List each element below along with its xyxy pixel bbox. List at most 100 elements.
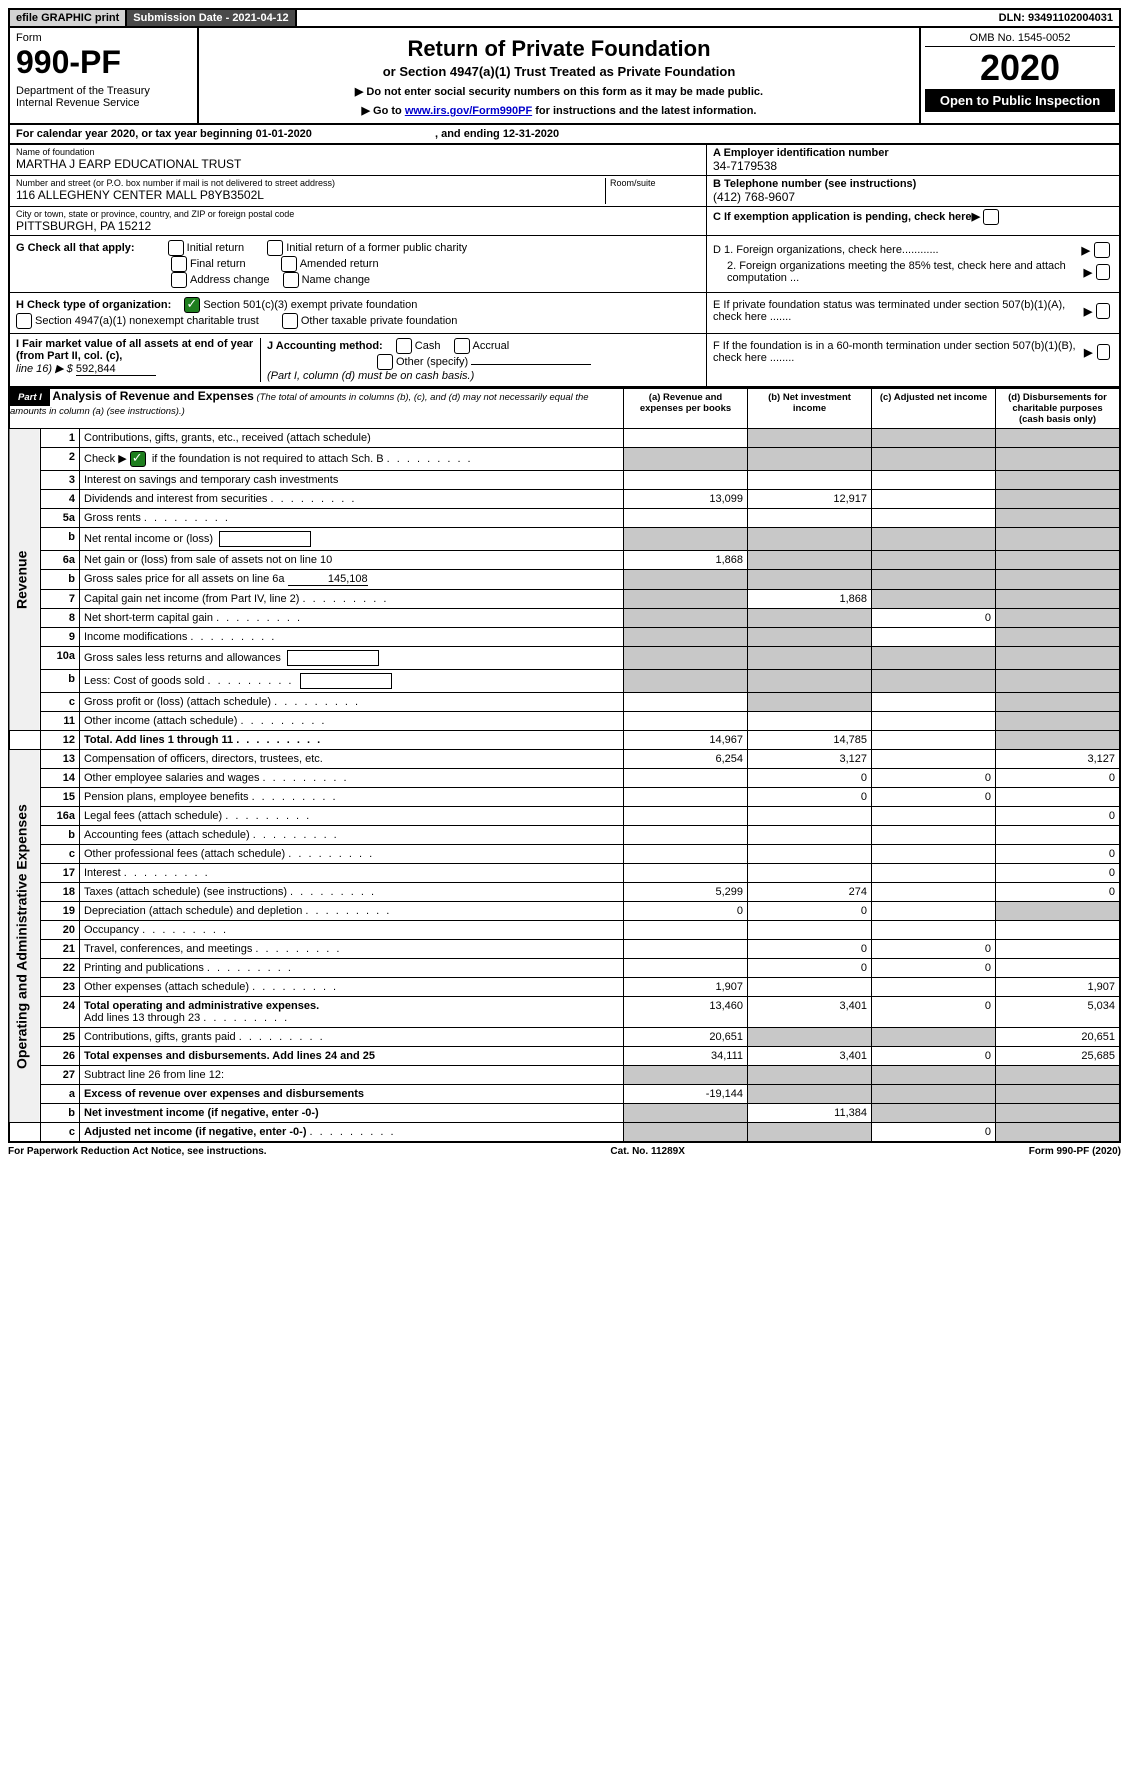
row-4: Dividends and interest from securities — [80, 490, 624, 509]
j-note: (Part I, column (d) must be on cash basi… — [267, 370, 474, 382]
part1-title: Analysis of Revenue and Expenses — [52, 389, 253, 403]
row-11: Other income (attach schedule) — [80, 712, 624, 731]
row-1: Contributions, gifts, grants, etc., rece… — [80, 429, 624, 448]
row-5a: Gross rents — [80, 509, 624, 528]
form-subtitle: or Section 4947(a)(1) Trust Treated as P… — [205, 64, 913, 79]
f-checkbox[interactable] — [1097, 344, 1111, 360]
row-17: Interest — [80, 864, 624, 883]
row-6a: Net gain or (loss) from sale of assets n… — [80, 551, 624, 570]
city-label: City or town, state or province, country… — [16, 209, 700, 219]
row-10c: Gross profit or (loss) (attach schedule) — [80, 693, 624, 712]
cogs-box[interactable] — [300, 673, 392, 689]
header-right: OMB No. 1545-0052 2020 Open to Public In… — [921, 28, 1119, 123]
page-footer: For Paperwork Reduction Act Notice, see … — [8, 1146, 1121, 1157]
g-amended-checkbox[interactable] — [281, 256, 297, 272]
col-c-header: (c) Adjusted net income — [872, 389, 996, 429]
row-8: Net short-term capital gain — [80, 609, 624, 628]
header-note1: ▶ Do not enter social security numbers o… — [205, 85, 913, 98]
row-16c: Other professional fees (attach schedule… — [80, 845, 624, 864]
addr-label: Number and street (or P.O. box number if… — [16, 178, 605, 188]
rental-box[interactable] — [219, 531, 311, 547]
dln-label: DLN: 93491102004031 — [993, 10, 1119, 26]
g-final-checkbox[interactable] — [171, 256, 187, 272]
header-mid: Return of Private Foundation or Section … — [199, 28, 921, 123]
row-21: Travel, conferences, and meetings — [80, 940, 624, 959]
f-label: F If the foundation is in a 60-month ter… — [713, 340, 1080, 364]
g-addr-checkbox[interactable] — [171, 272, 187, 288]
row-27a: Excess of revenue over expenses and disb… — [80, 1085, 624, 1104]
efile-button[interactable]: efile GRAPHIC print — [10, 10, 127, 26]
c-label: C If exemption application is pending, c… — [713, 211, 972, 223]
row-13: Compensation of officers, directors, tru… — [80, 750, 624, 769]
tax-year: 2020 — [925, 47, 1115, 89]
g-initial-pub-checkbox[interactable] — [267, 240, 283, 256]
j-other-checkbox[interactable] — [377, 354, 393, 370]
city-c-row: City or town, state or province, country… — [8, 207, 1121, 236]
form-header: Form 990-PF Department of the Treasury I… — [8, 28, 1121, 125]
row-3: Interest on savings and temporary cash i… — [80, 471, 624, 490]
header-left: Form 990-PF Department of the Treasury I… — [10, 28, 199, 123]
row-27: Subtract line 26 from line 12: — [80, 1066, 624, 1085]
ijf-row: I Fair market value of all assets at end… — [8, 334, 1121, 388]
j-cash-checkbox[interactable] — [396, 338, 412, 354]
d1-label: D 1. Foreign organizations, check here..… — [713, 244, 939, 256]
row-27c: Adjusted net income (if negative, enter … — [80, 1123, 624, 1143]
h-label: H Check type of organization: — [16, 299, 171, 311]
form-title: Return of Private Foundation — [205, 36, 913, 62]
row-19: Depreciation (attach schedule) and deple… — [80, 902, 624, 921]
submission-button[interactable]: Submission Date - 2021-04-12 — [127, 10, 296, 26]
ein-value: 34-7179538 — [713, 159, 1113, 173]
dept-line2: Internal Revenue Service — [16, 97, 191, 109]
sales-box[interactable] — [287, 650, 379, 666]
name-label: Name of foundation — [16, 147, 700, 157]
tel-label: B Telephone number (see instructions) — [713, 178, 1113, 190]
part1-label: Part I — [10, 389, 50, 406]
schb-checkbox[interactable] — [130, 451, 146, 467]
h-501-checkbox[interactable] — [184, 297, 200, 313]
col-b-header: (b) Net investment income — [748, 389, 872, 429]
row-16b: Accounting fees (attach schedule) — [80, 826, 624, 845]
tel-value: (412) 768-9607 — [713, 190, 1113, 204]
revenue-label: Revenue — [9, 429, 41, 731]
name-ein-row: Name of foundation MARTHA J EARP EDUCATI… — [8, 145, 1121, 176]
j-other-input[interactable] — [471, 364, 591, 365]
row-2: Check ▶ if the foundation is not require… — [80, 448, 624, 471]
row-12: Total. Add lines 1 through 11 — [80, 731, 624, 750]
row-25: Contributions, gifts, grants paid — [80, 1028, 624, 1047]
i-label: I Fair market value of all assets at end… — [16, 338, 253, 362]
row-7: Capital gain net income (from Part IV, l… — [80, 590, 624, 609]
g-name-checkbox[interactable] — [283, 272, 299, 288]
row-16a: Legal fees (attach schedule) — [80, 807, 624, 826]
e-checkbox[interactable] — [1096, 303, 1110, 319]
row-27b: Net investment income (if negative, ente… — [80, 1104, 624, 1123]
g-initial-checkbox[interactable] — [168, 240, 184, 256]
g-d-row: G Check all that apply: Initial return I… — [8, 236, 1121, 293]
row-22: Printing and publications — [80, 959, 624, 978]
d2-label: 2. Foreign organizations meeting the 85%… — [713, 260, 1080, 284]
foundation-name: MARTHA J EARP EDUCATIONAL TRUST — [16, 157, 700, 171]
row-15: Pension plans, employee benefits — [80, 788, 624, 807]
d1-checkbox[interactable] — [1094, 242, 1110, 258]
d2-checkbox[interactable] — [1096, 264, 1110, 280]
addr-tel-row: Number and street (or P.O. box number if… — [8, 176, 1121, 207]
ein-label: A Employer identification number — [713, 147, 1113, 159]
city-value: PITTSBURGH, PA 15212 — [16, 219, 700, 233]
open-public-badge: Open to Public Inspection — [925, 89, 1115, 112]
row-10a: Gross sales less returns and allowances — [80, 647, 624, 670]
j-accrual-checkbox[interactable] — [454, 338, 470, 354]
col-d-header: (d) Disbursements for charitable purpose… — [996, 389, 1121, 429]
row-6b: Gross sales price for all assets on line… — [80, 570, 624, 590]
c-checkbox[interactable] — [983, 209, 999, 225]
e-label: E If private foundation status was termi… — [713, 299, 1080, 323]
row-26: Total expenses and disbursements. Add li… — [80, 1047, 624, 1066]
h-other-checkbox[interactable] — [282, 313, 298, 329]
dept-line1: Department of the Treasury — [16, 85, 191, 97]
h-4947-checkbox[interactable] — [16, 313, 32, 329]
form-url-link[interactable]: www.irs.gov/Form990PF — [405, 105, 532, 117]
row-10b: Less: Cost of goods sold — [80, 670, 624, 693]
row-24: Total operating and administrative expen… — [80, 997, 624, 1028]
col-a-header: (a) Revenue and expenses per books — [624, 389, 748, 429]
row-18: Taxes (attach schedule) (see instruction… — [80, 883, 624, 902]
row-9: Income modifications — [80, 628, 624, 647]
room-label: Room/suite — [610, 178, 700, 188]
